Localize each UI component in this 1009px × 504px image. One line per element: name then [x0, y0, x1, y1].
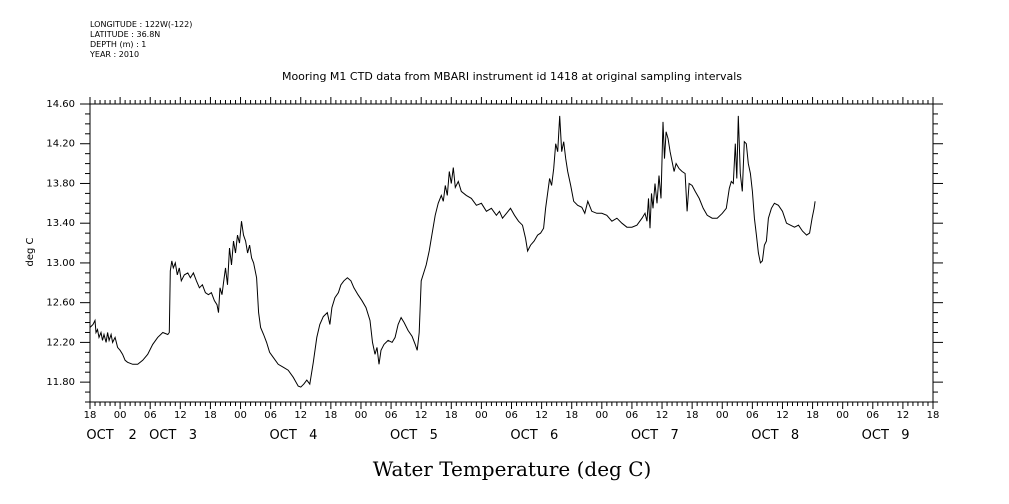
x-tick-label: 12 [776, 410, 789, 421]
x-tick-label: 12 [415, 410, 428, 421]
year-label: YEAR : 2010 [90, 50, 140, 59]
x-day-label: OCT [751, 428, 778, 443]
y-tick-label: 11.80 [46, 377, 75, 388]
x-tick-label: 00 [595, 410, 608, 421]
temperature-series-line [89, 115, 816, 388]
x-day-label: 6 [550, 428, 558, 443]
chart-title: Mooring M1 CTD data from MBARI instrumen… [282, 70, 742, 83]
x-day-label: OCT [631, 428, 658, 443]
x-tick-label: 18 [204, 410, 217, 421]
y-tick-label: 14.20 [46, 139, 75, 150]
x-tick-label: 12 [174, 410, 187, 421]
x-tick-label: 00 [234, 410, 247, 421]
x-tick-label: 18 [806, 410, 819, 421]
y-tick-label: 12.60 [46, 298, 75, 309]
x-day-label: OCT [510, 428, 537, 443]
x-day-label: 3 [189, 428, 197, 443]
x-day-label: OCT [86, 428, 113, 443]
x-tick-label: 00 [355, 410, 368, 421]
x-day-label: 2 [129, 428, 137, 443]
x-tick-label: 12 [656, 410, 669, 421]
x-day-label: 8 [791, 428, 799, 443]
plot-frame [89, 103, 934, 403]
x-tick-label: 18 [324, 410, 337, 421]
metadata-block: LONGITUDE : 122W(-122) LATITUDE : 36.8N … [90, 20, 192, 60]
x-tick-label: 06 [746, 410, 759, 421]
x-day-label: OCT [862, 428, 889, 443]
x-day-label: OCT [149, 428, 176, 443]
y-tick-label: 13.40 [46, 218, 75, 229]
x-tick-label: 06 [866, 410, 879, 421]
x-tick-label: 18 [84, 410, 97, 421]
y-tick-label: 14.60 [46, 99, 75, 110]
x-axis-label: Water Temperature (deg C) [373, 457, 652, 481]
x-tick-label: 06 [144, 410, 157, 421]
x-tick-label: 06 [505, 410, 518, 421]
y-tick-label: 13.00 [46, 258, 75, 269]
x-tick-label: 06 [264, 410, 277, 421]
x-tick-label: 18 [927, 410, 940, 421]
y-axis-label: deg C [25, 237, 36, 266]
latitude-label: LATITUDE : 36.8N [90, 30, 161, 39]
x-tick-label: 00 [114, 410, 127, 421]
y-tick-labels: 11.80 12.20 12.60 13.00 13.40 13.80 14.20 14.60 [46, 99, 75, 388]
x-tick-label: 12 [897, 410, 910, 421]
x-tick-label: 00 [475, 410, 488, 421]
y-tick-label: 13.80 [46, 178, 75, 189]
x-tick-label: 18 [445, 410, 458, 421]
x-tick-label: 00 [716, 410, 729, 421]
x-day-label: OCT [390, 428, 417, 443]
x-tick-label: 06 [385, 410, 398, 421]
x-tick-label: 18 [686, 410, 699, 421]
longitude-label: LONGITUDE : 122W(-122) [90, 20, 193, 29]
x-day-labels: OCT 2 OCT 3 OCT 4 OCT 5 OCT 6 OCT 7 OCT 8 OCT 9 [86, 428, 909, 443]
x-day-label: 5 [430, 428, 438, 443]
x-day-label: 4 [309, 428, 317, 443]
x-day-label: OCT [270, 428, 297, 443]
x-day-label: 9 [901, 428, 909, 443]
x-tick-labels: 18 00 06 12 18 00 06 12 18 00 06 12 18 00 06 12 18 00 06 12… [84, 410, 940, 421]
x-tick-label: 12 [294, 410, 307, 421]
axis-ticks [80, 97, 943, 409]
x-tick-label: 18 [565, 410, 578, 421]
x-tick-label: 12 [535, 410, 548, 421]
x-tick-label: 00 [836, 410, 849, 421]
depth-label: DEPTH (m) : 1 [90, 40, 147, 49]
y-tick-label: 12.20 [46, 337, 75, 348]
x-tick-label: 06 [626, 410, 639, 421]
x-day-label: 7 [670, 428, 678, 443]
